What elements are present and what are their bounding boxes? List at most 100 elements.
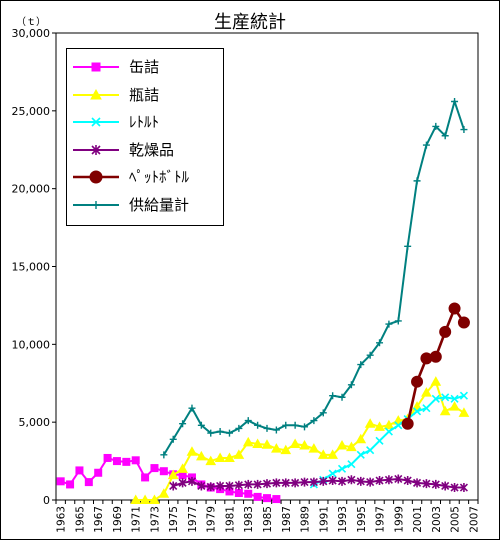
data-point-triangle — [449, 401, 460, 411]
data-point-triangle — [364, 418, 376, 428]
y-tick-label: 25,000 — [12, 105, 51, 118]
x-tick-label: 1963 — [56, 506, 68, 533]
x-tick-label: 1987 — [281, 506, 293, 533]
legend-item: 供給量計 — [67, 194, 223, 216]
data-point-square — [244, 489, 253, 498]
series-line — [172, 477, 464, 489]
data-point-square — [56, 477, 65, 486]
x-tick-label: 1969 — [112, 506, 124, 533]
data-point-square — [253, 492, 262, 501]
data-point-x — [366, 446, 375, 455]
data-point-plus — [413, 177, 421, 185]
data-point-asterisk — [253, 479, 262, 489]
data-point-asterisk — [450, 483, 459, 493]
data-point-triangle — [167, 469, 179, 480]
data-point-circle — [457, 316, 470, 329]
data-point-asterisk — [375, 476, 384, 486]
x-tick-label: 1997 — [375, 506, 387, 533]
data-point-plus — [338, 393, 346, 401]
data-point-circle — [401, 417, 414, 430]
legend-item: 缶詰 — [67, 56, 223, 78]
data-point-asterisk — [206, 482, 215, 492]
data-point-triangle — [205, 455, 217, 466]
legend-label: ﾚﾄﾙﾄ — [129, 113, 160, 131]
data-point-triangle — [177, 463, 188, 473]
x-tick-label: 1975 — [168, 506, 180, 533]
data-point-asterisk — [187, 476, 197, 486]
data-point-plus — [432, 122, 440, 130]
data-point-triangle — [149, 494, 160, 504]
data-point-asterisk — [91, 144, 101, 155]
data-point-x — [375, 436, 384, 445]
data-point-square — [159, 467, 168, 476]
data-point-asterisk — [431, 479, 440, 489]
data-point-x — [394, 421, 403, 430]
x-tick-label: 1981 — [224, 506, 236, 533]
data-point-triangle — [233, 449, 245, 459]
legend-swatch — [73, 62, 119, 72]
data-point-circle — [448, 302, 461, 315]
data-point-square — [94, 468, 103, 477]
data-point-triangle — [383, 419, 395, 430]
data-point-plus — [376, 339, 384, 347]
data-point-plus — [244, 417, 252, 425]
data-point-asterisk — [225, 481, 234, 491]
data-point-asterisk — [178, 478, 187, 488]
data-point-asterisk — [216, 481, 225, 491]
y-tick-label: 30,000 — [12, 27, 51, 40]
data-point-plus — [92, 200, 100, 209]
data-point-circle — [429, 350, 442, 363]
data-point-asterisk — [366, 477, 375, 487]
data-point-asterisk — [272, 478, 281, 488]
data-point-asterisk — [262, 479, 272, 489]
data-point-square — [150, 464, 159, 473]
x-tick-label: 1971 — [131, 506, 143, 533]
data-point-x — [356, 450, 365, 459]
series-6 — [160, 97, 468, 459]
data-point-asterisk — [319, 476, 328, 486]
data-point-plus — [235, 424, 243, 432]
data-point-plus — [441, 132, 449, 140]
data-point-plus — [169, 435, 177, 443]
data-point-asterisk — [394, 474, 403, 484]
data-point-asterisk — [328, 476, 337, 486]
data-point-plus — [347, 381, 355, 389]
data-point-asterisk — [441, 481, 450, 491]
x-tick-label: 1995 — [356, 506, 368, 533]
data-point-circle — [439, 325, 452, 338]
data-point-square — [263, 494, 271, 503]
data-point-square — [112, 457, 121, 466]
y-tick-label: 10,000 — [12, 338, 51, 351]
data-point-plus — [394, 317, 402, 325]
data-point-x — [441, 393, 450, 402]
data-point-x — [91, 117, 101, 127]
data-point-plus — [272, 426, 280, 434]
data-point-asterisk — [412, 478, 422, 488]
data-point-triangle — [158, 488, 170, 498]
data-point-asterisk — [291, 478, 300, 488]
legend-label: 缶詰 — [129, 58, 160, 76]
data-point-plus — [385, 320, 393, 328]
data-point-plus — [329, 392, 337, 400]
data-point-x — [328, 469, 337, 478]
data-point-triangle — [299, 439, 310, 450]
data-point-plus — [254, 421, 262, 429]
data-point-triangle — [242, 436, 254, 447]
data-point-asterisk — [309, 477, 318, 487]
data-point-triangle — [421, 387, 432, 397]
legend-label: ﾍﾟｯﾄﾎﾞﾄﾙ — [129, 168, 190, 186]
data-point-plus — [216, 428, 224, 436]
data-point-triangle — [252, 438, 263, 448]
data-point-square — [272, 495, 281, 504]
data-point-plus — [160, 451, 168, 459]
data-point-x — [450, 394, 459, 403]
x-tick-label: 1991 — [318, 506, 330, 533]
chart-legend: 缶詰 瓶詰 ﾚﾄﾙﾄ 乾燥品 ﾍﾟｯﾄﾎﾞﾄﾙ 供給量計 — [66, 48, 224, 226]
data-point-triangle — [261, 439, 273, 449]
data-point-triangle — [439, 405, 451, 416]
data-point-square — [66, 480, 75, 489]
x-tick-label: 1965 — [74, 506, 86, 533]
data-point-asterisk — [356, 476, 365, 486]
x-tick-label: 2001 — [412, 506, 424, 533]
legend-label: 瓶詰 — [129, 85, 160, 104]
